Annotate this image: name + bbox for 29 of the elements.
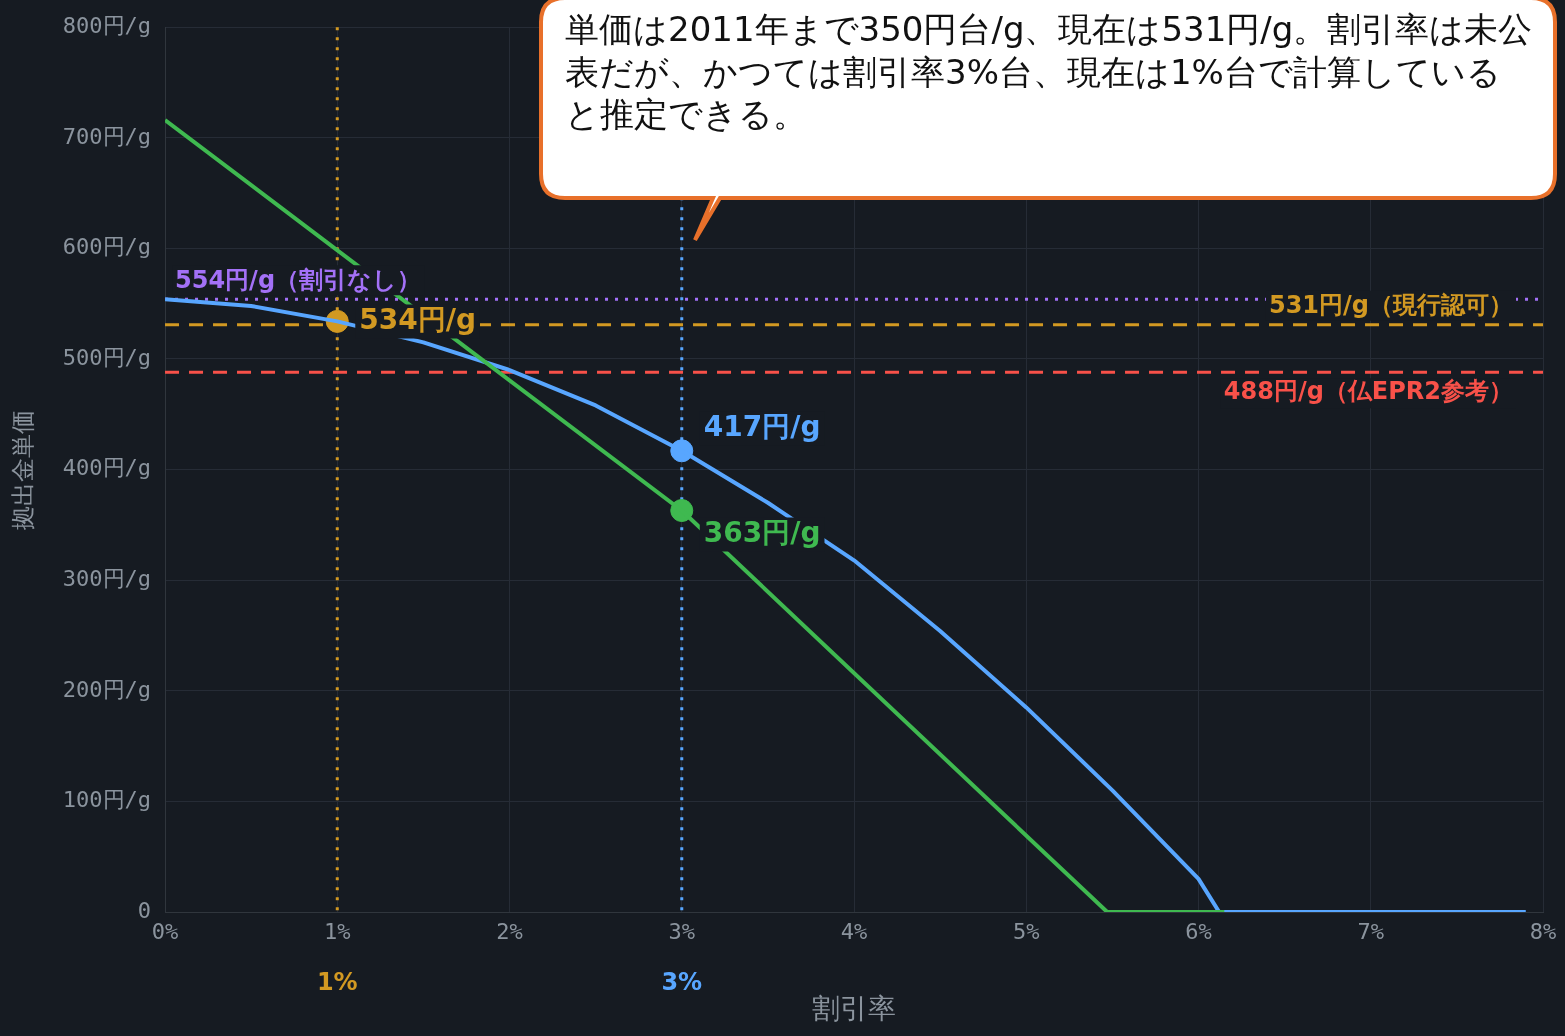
data-label: 417円/g [703,410,821,444]
x-tick-label: 0% [151,918,179,944]
ref-line-label: 554円/g（割引なし） [175,265,422,294]
y-tick-label: 200円/g [62,676,152,702]
y-tick-label: 0 [137,897,152,923]
x-tick-label: 4% [840,918,868,944]
x-tick-label: 3% [668,918,696,944]
x-tick-label: 2% [496,918,523,944]
annotation: 単価は2011年まで350円台/g、現在は531円/g。割引率は未公表だが、かつては割引率3%台、現在は1%台で計算していると推定できる。 [565,8,1534,136]
y-tick-label: 600円/g [62,234,152,260]
y-tick-label: 400円/g [62,455,152,481]
x-tick-label: 7% [1357,918,1384,944]
x-tick-label: 8% [1529,918,1557,944]
y-axis-title: 拠出金単価 [8,409,37,530]
x-axis-title: 割引率 [812,992,897,1026]
ref-line-label: 1% [316,968,358,997]
y-tick-label: 800円/g [62,12,152,38]
x-tick-label: 5% [1013,918,1040,944]
x-tick-label: 6% [1185,918,1212,944]
data-label: 534円/g [359,302,476,336]
y-tick-label: 100円/g [62,787,152,813]
y-tick-label: 300円/g [62,565,152,591]
ref-line-label: 488円/g（仏EPR2参考） [1223,376,1513,405]
y-tick-label: 700円/g [62,123,152,149]
ref-line-label: 531円/g（現行認可） [1268,290,1513,319]
y-tick-label: 500円/g [62,344,152,370]
data-label: 363円/g [703,515,821,549]
x-tick-label: 1% [324,918,351,944]
ref-line-label: 3% [661,968,703,997]
